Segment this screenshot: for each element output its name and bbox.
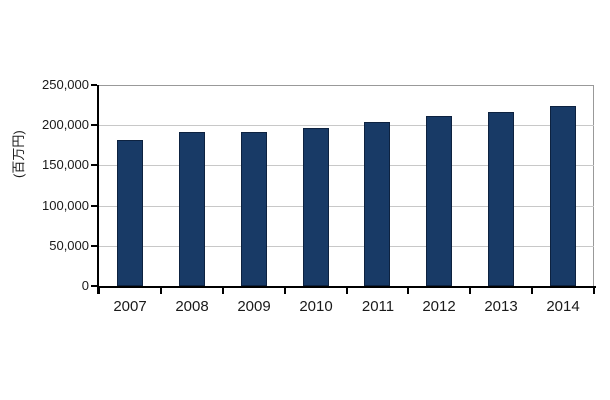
x-tick-mark-4 — [346, 288, 348, 294]
y-tick-mark-150,000 — [91, 164, 97, 166]
y-tick-label-100,000: 100,000 — [42, 198, 89, 213]
x-tick-mark-6 — [469, 288, 471, 294]
gridline-100,000 — [99, 206, 594, 207]
x-tick-label-2007: 2007 — [113, 298, 147, 315]
y-axis-line — [97, 85, 99, 294]
x-tick-label-2013: 2013 — [484, 298, 518, 315]
y-tick-mark-200,000 — [91, 124, 97, 126]
bar-2010 — [303, 128, 329, 286]
gridline-150,000 — [99, 165, 594, 166]
x-tick-mark-8 — [593, 288, 595, 294]
y-tick-mark-100,000 — [91, 205, 97, 207]
x-tick-mark-2 — [222, 288, 224, 294]
x-tick-mark-0 — [98, 288, 100, 294]
gridline-50,000 — [99, 246, 594, 247]
bar-2014 — [550, 106, 576, 286]
x-tick-mark-7 — [531, 288, 533, 294]
x-tick-label-2014: 2014 — [546, 298, 580, 315]
x-tick-label-2011: 2011 — [361, 298, 395, 315]
y-tick-label-150,000: 150,000 — [42, 157, 89, 172]
plot-frame-top-border — [99, 85, 594, 86]
x-tick-mark-3 — [284, 288, 286, 294]
y-tick-label-200,000: 200,000 — [42, 117, 89, 132]
x-tick-mark-1 — [160, 288, 162, 294]
bar-2007 — [117, 140, 143, 286]
y-tick-mark-250,000 — [91, 84, 97, 86]
bar-2009 — [241, 132, 267, 286]
gridline-200,000 — [99, 125, 594, 126]
x-tick-mark-5 — [407, 288, 409, 294]
x-tick-label-2009: 2009 — [237, 298, 271, 315]
plot-frame-right-border — [593, 85, 594, 286]
bar-2013 — [488, 112, 514, 286]
x-tick-label-2010: 2010 — [299, 298, 333, 315]
bar-2008 — [179, 132, 205, 286]
plot-area — [99, 85, 594, 286]
bar-2011 — [364, 122, 390, 286]
bar-2012 — [426, 116, 452, 286]
y-tick-mark-0 — [91, 285, 97, 287]
x-tick-label-2012: 2012 — [422, 298, 456, 315]
x-tick-label-2008: 2008 — [175, 298, 209, 315]
y-tick-label-250,000: 250,000 — [42, 77, 89, 92]
y-tick-label-50,000: 50,000 — [49, 238, 89, 253]
x-axis-line — [97, 286, 596, 288]
y-tick-label-0: 0 — [81, 278, 89, 293]
y-tick-mark-50,000 — [91, 245, 97, 247]
